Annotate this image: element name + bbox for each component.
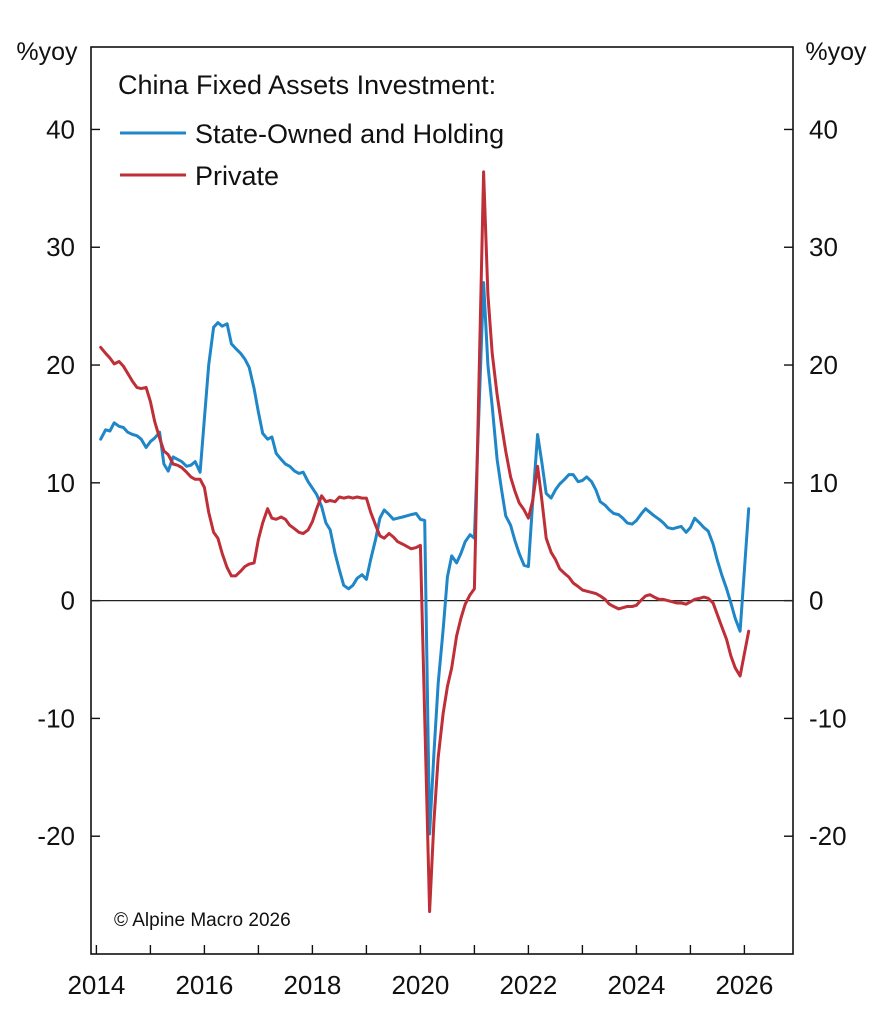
legend-label-private: Private (195, 161, 279, 191)
left-axis-unit-label: %yoy (16, 38, 78, 66)
x-tick-label: 2016 (175, 970, 233, 1000)
right-axis-unit-label: %yoy (805, 38, 867, 66)
y-tick-label-left: 20 (46, 350, 75, 380)
y-tick-label-left: -20 (37, 821, 75, 851)
y-tick-label-left: 0 (61, 586, 75, 616)
y-tick-label-right: 10 (809, 468, 838, 498)
x-axis: 2014 2016 2018 2020 2022 2024 2026 (67, 945, 773, 1000)
series-line-private (99, 170, 751, 914)
y-tick-label-right: -10 (809, 703, 847, 733)
x-tick-label: 2020 (391, 970, 449, 1000)
x-tick-label: 2026 (715, 970, 773, 1000)
copyright-credit: © Alpine Macro 2026 (114, 910, 291, 931)
y-tick-label-left: -10 (37, 703, 75, 733)
legend: China Fixed Assets Investment: State-Own… (118, 70, 504, 191)
x-tick-label: 2014 (67, 970, 125, 1000)
x-tick-label: 2018 (283, 970, 341, 1000)
legend-title: China Fixed Assets Investment: (118, 70, 496, 100)
y-tick-label-right: 0 (809, 586, 823, 616)
y-tick-label-right: 20 (809, 350, 838, 380)
legend-label-state-owned: State-Owned and Holding (195, 119, 504, 149)
right-y-axis: -20 -10 0 10 20 30 40 (784, 114, 847, 851)
y-tick-label-right: 40 (809, 114, 838, 144)
y-tick-label-right: -20 (809, 821, 847, 851)
y-tick-label-left: 10 (46, 468, 75, 498)
x-tick-label: 2022 (499, 970, 557, 1000)
plot-frame (90, 46, 794, 955)
series-line-state-owned (99, 281, 751, 836)
y-tick-label-right: 30 (809, 232, 838, 262)
y-tick-label-left: 40 (46, 114, 75, 144)
plot-area: -20 -10 0 10 20 30 40 -20 -10 0 10 20 30 40 2014 2016… (37, 46, 847, 1000)
series-layer (99, 170, 751, 914)
left-y-axis: -20 -10 0 10 20 30 40 (37, 114, 100, 851)
x-tick-label: 2024 (607, 970, 665, 1000)
y-tick-label-left: 30 (46, 232, 75, 262)
